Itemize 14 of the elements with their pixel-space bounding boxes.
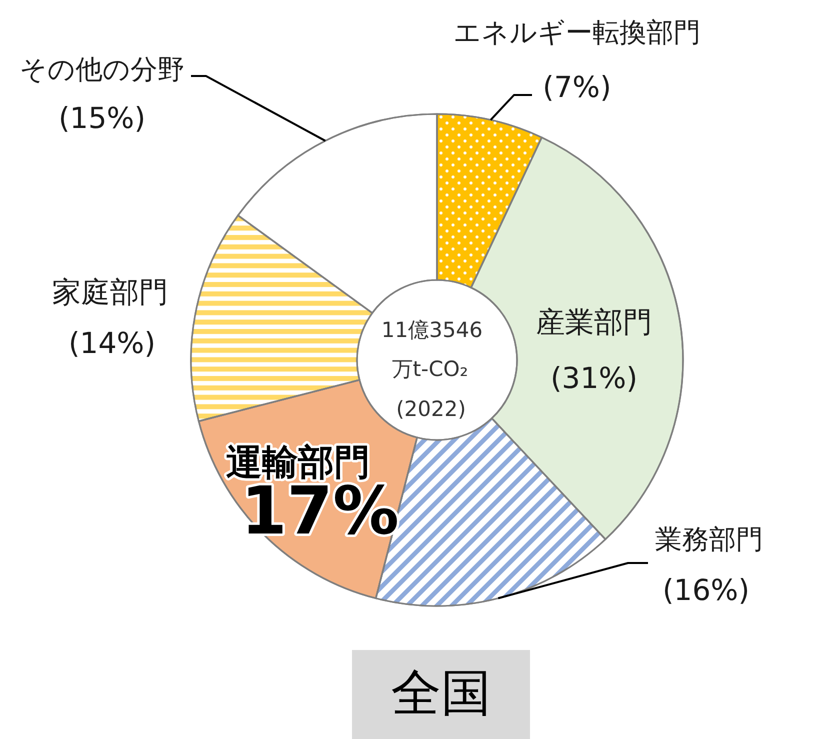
slice-label: エネルギー転換部門 (454, 18, 700, 48)
data-label: (16%) (662, 573, 750, 607)
data-label: (31%) (550, 361, 638, 395)
data-label: (7%) (542, 70, 612, 104)
text: 11億3546 (381, 318, 483, 342)
text: (2022) (396, 397, 466, 421)
text: 全国 (391, 664, 491, 722)
slice-label: 産業部門 (536, 305, 652, 339)
slice-label: 家庭部門 (52, 275, 168, 309)
text: 万t-CO₂ (392, 357, 468, 381)
data-label: (15%) (58, 101, 146, 135)
data-label: (14%) (68, 326, 156, 360)
slice-label: 業務部門 (655, 524, 763, 556)
slice-label: その他の分野 (20, 54, 184, 86)
